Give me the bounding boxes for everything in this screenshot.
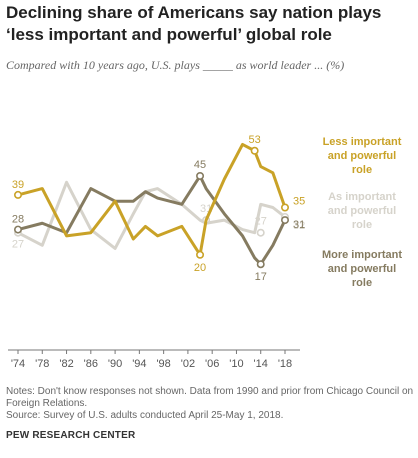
x-tick-label: '02 bbox=[181, 358, 195, 370]
line-chart: '74 '78 '82 '86 '90 '94 '98 '02 '06 '10 '14 '18 27 31… bbox=[8, 134, 402, 370]
x-tick-label: '86 bbox=[84, 358, 98, 370]
legend-label-more: and powerful bbox=[328, 263, 396, 275]
legend-label-more: role bbox=[352, 277, 372, 289]
legend-label-less: role bbox=[352, 164, 372, 176]
series-line-less bbox=[16, 142, 287, 257]
data-label-less: 20 bbox=[194, 262, 206, 274]
x-tick-label: '94 bbox=[132, 358, 146, 370]
chart-notes: Notes: Don't know responses not shown. D… bbox=[6, 386, 414, 409]
legend-label-less: and powerful bbox=[328, 150, 396, 162]
x-tick-label: '78 bbox=[35, 358, 49, 370]
legend-label-less: Less important bbox=[323, 136, 402, 148]
data-label-less: 39 bbox=[12, 179, 24, 191]
x-tick-label: '18 bbox=[278, 358, 292, 370]
legend-label-as: role bbox=[352, 219, 372, 231]
data-point-less bbox=[250, 146, 259, 155]
org-credit: PEW RESEARCH CENTER bbox=[6, 430, 136, 441]
data-point-less bbox=[14, 190, 23, 199]
data-label-more: 17 bbox=[255, 271, 267, 283]
data-label-more: 31 bbox=[293, 219, 305, 231]
legend-label-more: More important bbox=[322, 249, 402, 261]
data-point-more bbox=[14, 225, 23, 234]
x-tick-label: '06 bbox=[205, 358, 219, 370]
data-label-more: 45 bbox=[194, 159, 206, 171]
data-label-less: 35 bbox=[293, 196, 305, 208]
chart-source: Source: Survey of U.S. adults conducted … bbox=[6, 410, 284, 421]
x-tick-label: '14 bbox=[254, 358, 268, 370]
data-point-more bbox=[256, 260, 265, 269]
series-line-more bbox=[16, 174, 287, 266]
x-tick-label: '90 bbox=[108, 358, 122, 370]
x-tick-label: '82 bbox=[59, 358, 73, 370]
legend-label-as: As important bbox=[328, 191, 396, 203]
data-label-less: 53 bbox=[249, 134, 261, 146]
data-point-less bbox=[196, 250, 205, 259]
data-point-as bbox=[256, 228, 265, 237]
x-tick-label: '10 bbox=[229, 358, 243, 370]
chart-title: Declining share of Americans say nation … bbox=[6, 3, 382, 44]
data-point-less bbox=[280, 203, 289, 212]
x-tick-label: '98 bbox=[156, 358, 170, 370]
legend-label-as: and powerful bbox=[328, 205, 396, 217]
x-tick-label: '74 bbox=[11, 358, 25, 370]
data-label-more: 28 bbox=[12, 214, 24, 226]
data-label-as: 27 bbox=[255, 216, 267, 228]
chart-subtitle: Compared with 10 years ago, U.S. plays _… bbox=[6, 58, 345, 72]
data-point-more bbox=[196, 171, 205, 180]
data-label-as: 27 bbox=[12, 239, 24, 251]
data-label-as: 32 bbox=[293, 220, 305, 232]
data-point-more bbox=[280, 216, 289, 225]
